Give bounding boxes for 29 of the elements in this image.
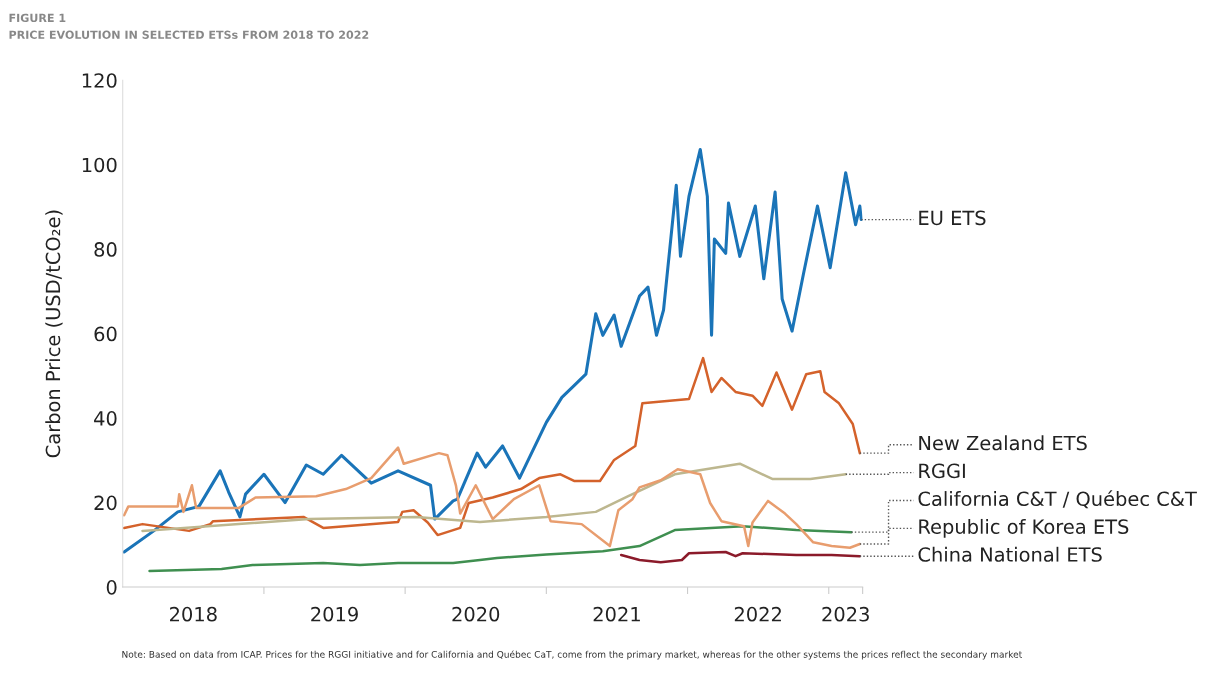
x-tick-label: 2023: [822, 606, 869, 622]
x-tick-label: 2018: [170, 606, 217, 622]
x-tick-label: 2022: [734, 606, 781, 622]
y-tick-label: 100: [82, 157, 117, 173]
y-tick-label: 120: [82, 73, 117, 88]
x-tick-label: 2019: [311, 606, 358, 622]
line-series: [122, 446, 862, 550]
text: China National ETS: [918, 546, 1102, 562]
line-series: [141, 462, 847, 533]
x-tick-label: 2020: [452, 606, 500, 622]
y-tick-label: 80: [94, 242, 117, 257]
text: Note: Based on data from ICAP. Prices for the RGGI initiative and for California and Québec CaT, come from the primary market, whereas for the other systems the prices reflect the secondary market: [122, 650, 1023, 660]
y-axis-title: Carbon Price (USD/tCO₂e): [45, 210, 63, 458]
text: California C&T / Québec C&T: [918, 490, 1197, 509]
chart-title: FIGURE 1: [9, 13, 66, 23]
chart-subtitle: PRICE EVOLUTION IN SELECTED ETSs FROM 2018 TO 2022: [9, 30, 369, 39]
text: EU ETS: [919, 210, 986, 226]
line-series: [122, 356, 862, 537]
y-tick-label: 0: [106, 580, 117, 595]
y-tick-label: 20: [94, 495, 117, 511]
line-series: [148, 524, 853, 573]
y-tick-label: 40: [94, 411, 117, 426]
y-tick-label: 60: [94, 326, 117, 342]
text: RGGI: [919, 463, 965, 479]
x-tick-label: 2021: [593, 606, 640, 622]
text: Republic of Korea ETS: [919, 518, 1129, 538]
line-series: [122, 147, 863, 554]
text: New Zealand ETS: [919, 435, 1087, 451]
line-series: [619, 550, 862, 564]
